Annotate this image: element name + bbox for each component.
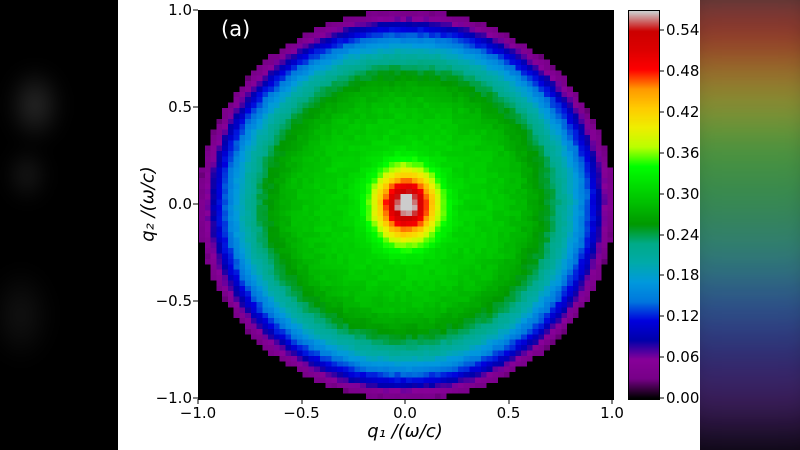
y-tick-label: 0.5: [168, 98, 192, 116]
colorbar-tick-label: 0.36: [666, 143, 700, 162]
x-tick-label: 1.0: [600, 404, 624, 422]
y-tick-label: −1.0: [155, 389, 192, 407]
colorbar-tick-label: 0.54: [666, 21, 700, 40]
colorbar-tick-mark: [660, 234, 664, 236]
x-axis-label: q₁ /(ω/c): [367, 421, 443, 442]
x-tick-label: 0.0: [393, 404, 417, 422]
x-tick-label: −0.5: [283, 404, 320, 422]
colorbar-canvas: [629, 11, 659, 399]
colorbar-tick-mark: [660, 315, 664, 317]
colorbar-tick-label: 0.00: [666, 389, 700, 407]
colorbar-tick-label: 0.12: [666, 307, 700, 326]
colorbar-tick-mark: [660, 152, 664, 154]
x-tick-mark: [404, 399, 406, 404]
x-axis-tick-labels: −1.0 −0.5 0.0 0.5 1.0: [180, 404, 624, 422]
colorbar-tick-label: 0.18: [666, 266, 700, 285]
background-blur-right: [700, 0, 800, 450]
y-tick-mark: [193, 203, 198, 205]
background-blur-left-blobs: [0, 0, 118, 450]
x-tick-mark: [611, 399, 613, 404]
background-blur-left: [0, 0, 118, 450]
y-axis-tick-labels: 1.0 0.5 0.0 −0.5 −1.0: [118, 1, 192, 407]
colorbar-tick-mark: [660, 356, 664, 358]
colorbar-tick-mark: [660, 111, 664, 113]
figure-panel: (a) 1.0 0.5 0.0 −0.5 −1.0 −1.0 −0.5 0.0 0.5 1.0 …: [118, 0, 700, 450]
colorbar-tick-mark: [660, 70, 664, 72]
colorbar-tick-label: 0.30: [666, 184, 700, 203]
heatmap-plot-area: (a): [198, 10, 614, 400]
colorbar-tick-labels: 0.54 0.48 0.42 0.36 0.30 0.24 0.18 0.12 0.06 0.00: [666, 10, 706, 407]
colorbar-tick-mark: [660, 274, 664, 276]
y-tick-mark: [193, 397, 198, 399]
colorbar-tick-marks: [660, 10, 664, 399]
y-tick-label: −0.5: [155, 292, 192, 310]
background-blur-right-rainbow: [700, 0, 800, 450]
y-axis-label: q₂ /(ω/c): [137, 166, 159, 242]
colorbar-tick-label: 0.06: [666, 348, 700, 367]
y-tick-mark: [193, 300, 198, 302]
y-tick-mark: [193, 9, 198, 11]
panel-label: (a): [221, 17, 251, 41]
y-axis-tick-marks: [193, 9, 198, 399]
colorbar-tick-label: 0.24: [666, 225, 700, 244]
colorbar: [628, 10, 660, 400]
colorbar-tick-label: 0.42: [666, 103, 700, 122]
y-tick-label: 1.0: [168, 1, 192, 19]
x-tick-mark: [197, 399, 199, 404]
x-tick-label: 0.5: [496, 404, 521, 422]
x-tick-label: −1.0: [179, 404, 217, 422]
x-tick-mark: [508, 399, 509, 404]
heatmap-canvas: [199, 11, 613, 399]
colorbar-tick-label: 0.48: [666, 62, 700, 81]
y-tick-label: 0.0: [168, 195, 192, 213]
y-tick-mark: [193, 106, 198, 108]
colorbar-tick-mark: [660, 29, 664, 31]
x-tick-mark: [301, 399, 302, 404]
colorbar-tick-mark: [660, 193, 664, 195]
colorbar-tick-mark: [660, 397, 664, 399]
x-axis-tick-marks: [197, 399, 613, 404]
